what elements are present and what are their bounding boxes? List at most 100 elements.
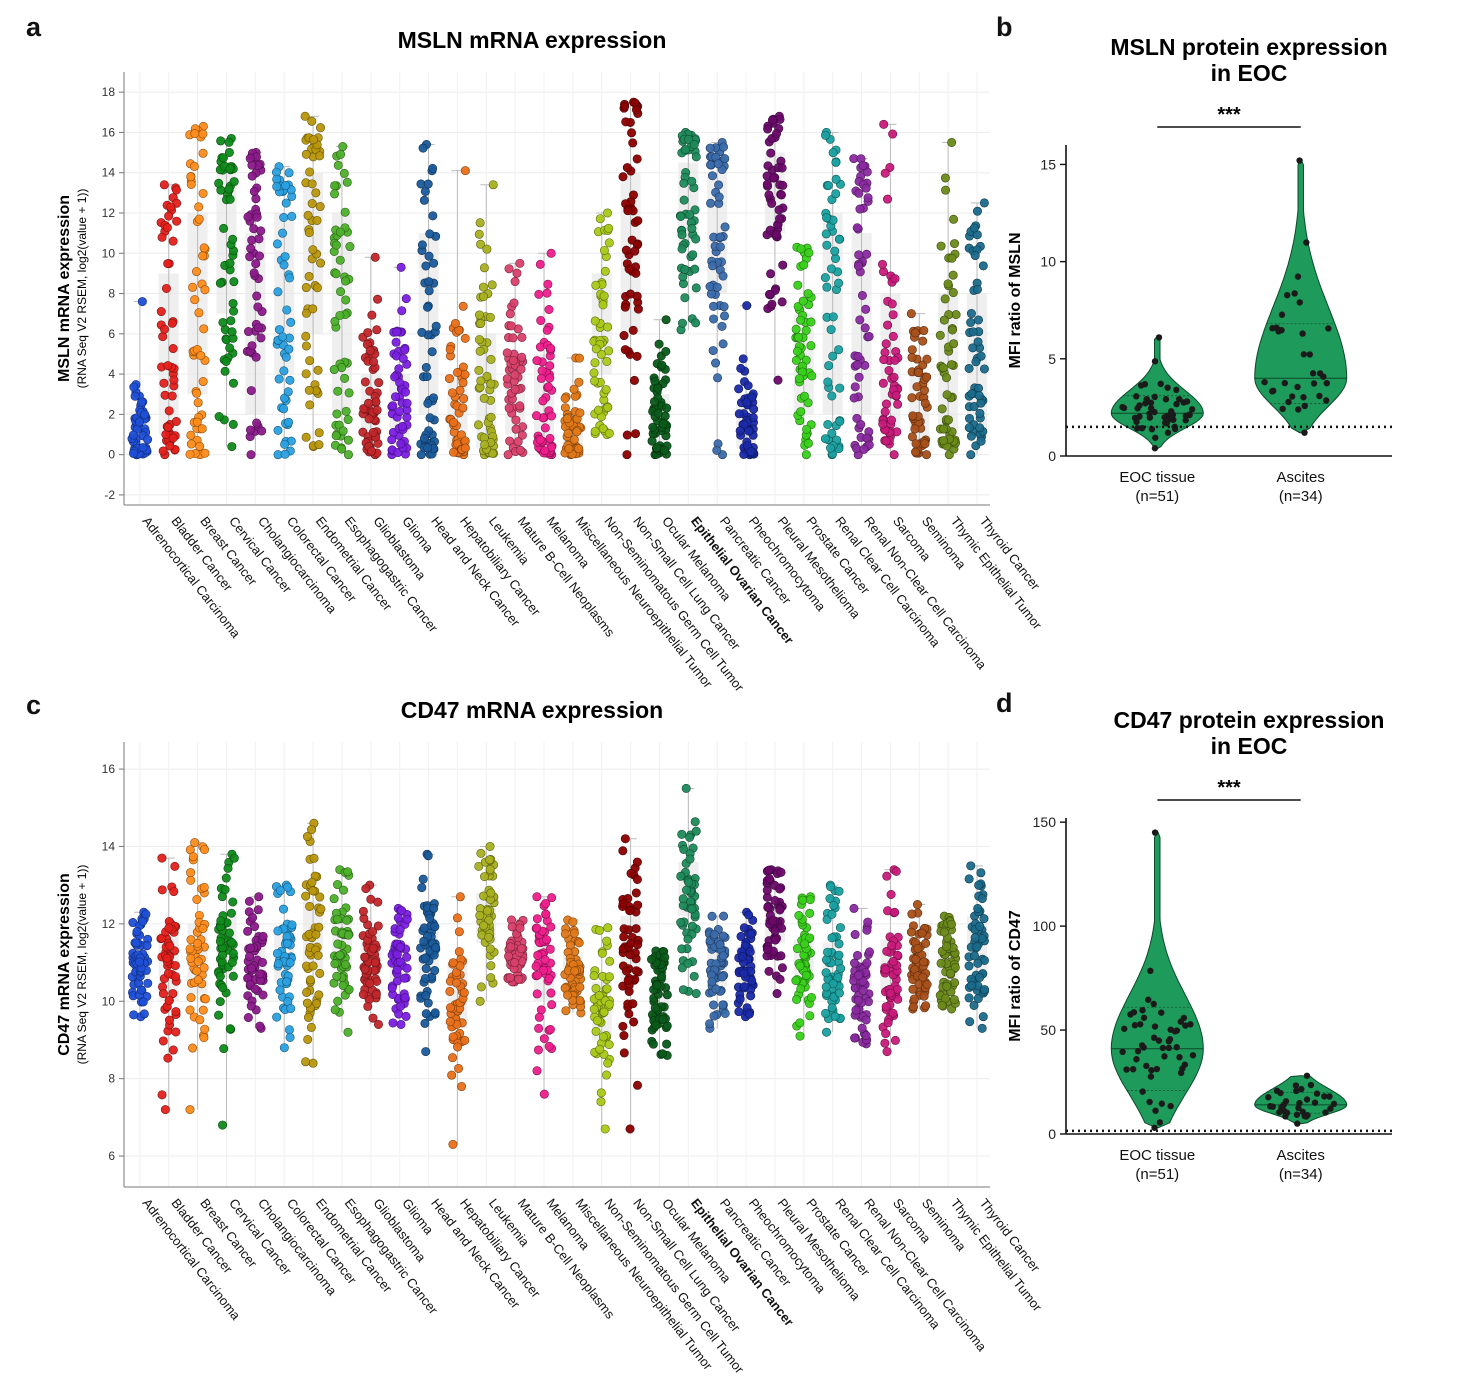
data-point: [791, 355, 801, 365]
data-point: [720, 154, 730, 164]
data-point: [171, 416, 181, 426]
data-point: [718, 271, 728, 281]
data-point: [604, 223, 614, 233]
data-point: [653, 408, 663, 418]
data-point: [603, 1058, 613, 1068]
data-point: [531, 961, 541, 971]
data-point: [685, 854, 695, 864]
strip-9: [358, 252, 384, 460]
data-point: [425, 913, 435, 923]
data-point: [546, 988, 556, 998]
strip-17: [589, 208, 614, 440]
data-point: [714, 192, 724, 202]
data-point: [304, 385, 314, 395]
data-point: [431, 321, 441, 331]
data-point: [712, 445, 722, 455]
data-point: [1291, 290, 1298, 297]
chart-title-line2: in EOC: [1211, 60, 1288, 86]
data-point: [460, 443, 470, 453]
data-point: [795, 961, 805, 971]
y-tick-label: 0: [108, 448, 115, 462]
data-point: [633, 1080, 643, 1090]
data-point: [171, 1027, 181, 1037]
data-point: [820, 273, 830, 283]
data-point: [367, 310, 377, 320]
data-point: [602, 984, 612, 994]
data-point: [590, 358, 600, 368]
data-point: [129, 382, 139, 392]
data-point: [358, 906, 368, 916]
data-point: [169, 375, 179, 385]
data-point: [975, 423, 985, 433]
data-point: [396, 262, 406, 272]
data-point: [164, 1015, 174, 1025]
data-point: [1133, 418, 1140, 426]
data-point: [393, 913, 403, 923]
data-point: [883, 194, 893, 204]
data-point: [856, 420, 866, 430]
data-point: [1167, 1102, 1174, 1110]
strip-7: [300, 111, 326, 452]
data-point: [305, 901, 315, 911]
data-point: [763, 902, 773, 912]
data-point: [460, 333, 470, 343]
data-point: [603, 923, 613, 933]
data-point: [807, 371, 817, 381]
data-point: [734, 1007, 744, 1017]
data-point: [339, 885, 349, 895]
data-point: [252, 418, 262, 428]
y-tick-label: 18: [102, 85, 116, 99]
data-point: [775, 905, 785, 915]
data-point: [977, 1023, 987, 1033]
data-point: [139, 1009, 149, 1019]
data-point: [803, 289, 813, 299]
data-point: [623, 206, 633, 216]
data-point: [657, 1049, 667, 1059]
data-point: [458, 378, 468, 388]
data-point: [129, 1010, 139, 1020]
data-point: [821, 982, 831, 992]
data-point: [273, 926, 283, 936]
data-point: [545, 944, 555, 954]
data-point: [595, 1044, 605, 1054]
data-point: [331, 240, 341, 250]
data-point: [652, 980, 662, 990]
data-point: [159, 378, 169, 388]
data-point: [687, 904, 697, 914]
strip-8: [329, 142, 355, 460]
data-point: [863, 917, 873, 927]
data-point: [964, 363, 974, 373]
data-point: [1130, 1009, 1138, 1016]
y-axis-label: MFI ratio of MSLN: [1007, 233, 1024, 369]
data-point: [919, 957, 929, 967]
data-point: [420, 973, 430, 983]
data-point: [618, 172, 628, 182]
data-point: [390, 372, 400, 382]
data-point: [312, 283, 322, 293]
data-point: [1270, 387, 1277, 395]
data-point: [542, 935, 552, 945]
data-point: [677, 829, 687, 839]
data-point: [861, 1031, 871, 1041]
data-point: [1311, 1099, 1319, 1106]
data-point: [449, 447, 459, 457]
data-point: [301, 369, 311, 379]
data-point: [862, 925, 872, 935]
data-point: [542, 288, 552, 298]
data-point: [420, 953, 430, 963]
data-point: [302, 832, 312, 842]
data-point: [345, 242, 355, 252]
data-point: [619, 932, 629, 942]
data-point: [563, 990, 573, 1000]
data-point: [676, 211, 686, 221]
data-point: [360, 952, 370, 962]
strip-10: [387, 262, 412, 460]
data-point: [824, 361, 834, 371]
data-point: [163, 422, 173, 432]
data-point: [1186, 411, 1193, 419]
data-point: [793, 280, 803, 290]
data-point: [157, 885, 167, 895]
data-point: [891, 866, 901, 876]
strip-4: [214, 849, 239, 1130]
data-point: [690, 817, 700, 827]
